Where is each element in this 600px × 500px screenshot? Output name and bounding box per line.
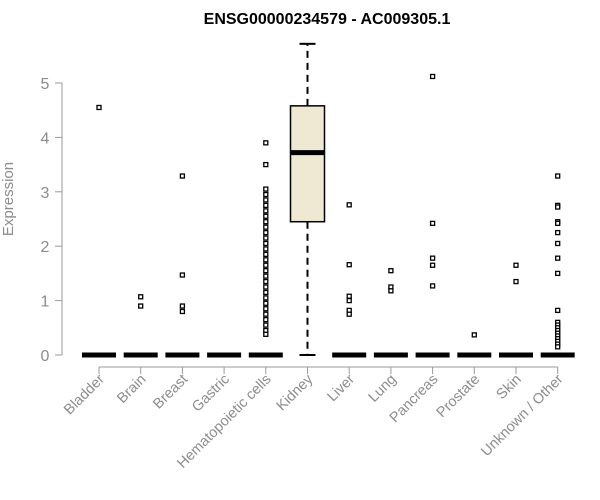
outlier-point [346,202,352,208]
outlier-point [263,229,269,236]
outlier-point [263,251,269,258]
outlier-point [263,311,269,317]
outlier-point [263,316,269,323]
outlier-point [429,220,436,227]
box-lung [373,268,408,358]
outlier-point [263,268,269,274]
outlier-point [263,235,269,241]
outlier-point [555,220,561,227]
box-iqr [289,105,326,223]
y-tick-label: 4 [41,130,50,147]
outlier-point [263,273,269,279]
outlier-point [471,332,477,338]
box-unknown-other [540,173,575,358]
x-tick-label: Bladder [61,371,108,418]
outlier-point [555,307,561,314]
outlier-point [263,322,269,328]
outlier-point [263,300,269,306]
outlier-point [263,191,269,198]
x-tick-label: Lung [366,372,400,406]
box-prostate [457,332,492,358]
outlier-point [179,173,186,179]
box-pancreas [415,73,450,358]
outlier-point [263,278,269,285]
y-axis-label: Expression [0,162,17,236]
box-liver [332,202,367,358]
outlier-point [263,257,269,263]
outlier-point [555,344,561,350]
y-tick-label: 5 [41,76,50,93]
outlier-point [263,295,269,301]
box-skin [499,262,533,358]
outlier-point [263,186,269,192]
outlier-point [263,246,269,252]
outlier-point [429,255,436,261]
outlier-point [429,283,436,289]
outlier-point [346,297,352,304]
box-brain [123,294,158,358]
outlier-point [263,306,269,312]
outlier-point [429,73,436,80]
outlier-point [555,240,561,247]
outlier-point [388,268,394,274]
outlier-point [263,202,269,209]
x-tick-label: Skin [494,372,525,403]
outlier-point [179,308,186,315]
x-tick-label: Breast [150,372,191,413]
outlier-point [555,204,561,210]
box-breast [165,173,200,358]
y-axis: 0 1 2 3 4 5 [41,76,63,365]
x-tick-label: Kidney [274,371,317,414]
outlier-point [263,140,269,146]
box-hematopoietic-cells [248,140,283,358]
outlier-point [388,288,394,294]
outlier-point [263,161,269,168]
outlier-point [263,284,269,290]
outlier-point [263,224,269,230]
x-tick-label: Prostate [434,372,483,421]
outlier-point [263,262,269,268]
box-bladder [82,104,116,358]
outlier-point [263,240,269,247]
y-tick-label: 1 [41,294,50,311]
outlier-point [346,262,352,268]
outlier-point [138,294,144,300]
boxes [82,42,575,358]
y-tick-label: 2 [41,239,50,256]
y-tick-label: 0 [41,348,50,365]
x-tick-label: Brain [114,372,149,407]
outlier-point [555,270,561,277]
outlier-point [263,208,269,214]
outlier-point [179,272,186,278]
outlier-point [138,303,144,309]
outlier-point [263,331,269,337]
box-kidney [289,42,326,356]
x-tick-label: Liver [324,371,358,405]
outlier-point [263,213,269,219]
outlier-point [346,311,352,317]
outlier-point [429,262,436,268]
outlier-point [555,229,561,236]
outlier-point [96,104,102,111]
outlier-point [263,219,269,225]
outlier-point [346,293,352,299]
outlier-point [513,278,519,285]
outlier-point [555,173,561,179]
outlier-point [513,262,519,268]
outlier-point [263,197,269,203]
outlier-point [555,255,561,261]
y-tick-label: 3 [41,185,50,202]
outlier-point [179,303,186,309]
outlier-point [263,289,269,296]
chart-title: ENSG00000234579 - AC009305.1 [204,11,451,28]
